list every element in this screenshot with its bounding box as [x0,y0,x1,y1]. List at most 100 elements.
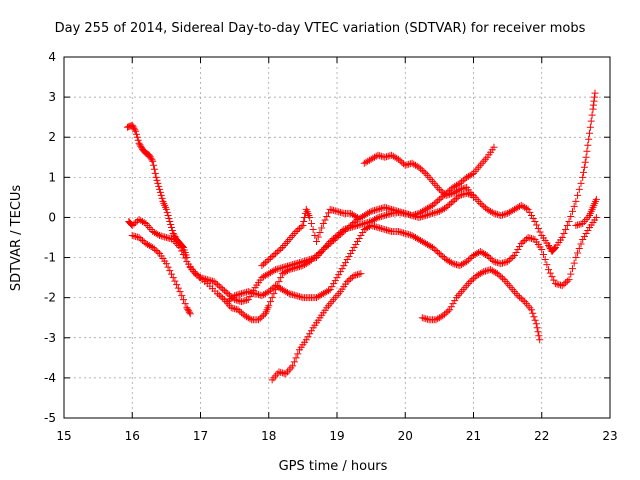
data-point [272,266,280,274]
data-point [382,211,390,219]
data-point [253,290,261,298]
data-point [319,246,327,254]
data-point [432,208,440,216]
data-point [528,211,536,219]
data-point [181,254,189,262]
data-point [553,280,561,288]
data-point [376,152,384,160]
data-point [162,205,170,213]
data-point [449,260,457,268]
data-point [398,208,406,216]
y-axis-label: SDTVAR / TECUs [9,185,24,292]
data-point [347,275,355,283]
data-point [256,314,264,322]
data-point [270,283,278,291]
data-point [574,249,582,257]
data-point [423,211,431,219]
data-point [272,250,280,258]
data-point [382,226,390,234]
data-point [270,267,278,275]
data-point [275,247,283,255]
data-point [302,336,310,344]
data-point [403,161,411,169]
data-point [567,270,575,278]
data-point [292,354,300,362]
data-point [162,234,170,241]
data-point [318,224,326,232]
data-point [580,232,588,240]
data-point [236,307,244,315]
data-point [590,93,598,101]
data-point [350,218,358,226]
data-point [541,256,549,264]
data-point [591,89,599,97]
data-point [446,306,454,314]
data-point [429,244,437,252]
data-point [528,235,536,243]
data-point [444,307,452,315]
data-point [355,270,363,278]
data-point [470,275,477,283]
data-point [292,227,300,235]
data-point [530,313,538,321]
data-point [365,208,373,216]
data-point [297,223,305,231]
data-point [147,154,155,162]
data-point [273,248,281,256]
data-point [575,220,583,228]
y-tick-label: 2 [48,130,56,144]
data-point [244,296,252,304]
y-axis-ticks: 4 3 2 1 0 -1 -2 -3 -4 -5 [44,50,610,425]
data-point [353,213,361,221]
data-point [560,229,568,237]
data-point [333,274,341,282]
data-point [330,237,338,245]
data-point [497,273,505,281]
data-point [266,254,274,262]
data-point [289,362,297,370]
data-point [353,238,361,246]
data-point [285,290,293,298]
data-point [265,288,273,296]
data-point [379,225,387,233]
data-point [217,293,225,301]
data-point [493,270,501,278]
data-point [497,211,505,219]
data-point [570,259,578,267]
data-point [258,313,266,321]
data-point [355,235,363,243]
data-point [447,303,455,311]
series-track-9 [418,266,544,344]
data-point [171,277,179,285]
data-point [447,190,455,198]
data-point [439,312,447,320]
data-point [528,306,536,314]
data-point [347,250,355,258]
data-point [406,231,414,239]
data-point [485,253,493,261]
data-point [437,187,445,195]
data-point [333,234,341,241]
data-point [557,281,565,289]
data-point [248,289,256,297]
data-point [324,241,332,249]
data-point [176,288,184,296]
data-point [522,204,530,212]
x-axis-ticks: 15 16 17 18 19 20 21 22 23 [56,57,618,443]
data-point [466,278,474,286]
data-point [331,207,339,215]
data-point [166,267,174,275]
data-point [314,250,322,258]
data-point [232,291,240,299]
data-point [178,292,186,300]
data-point [342,226,350,234]
data-point [526,234,534,242]
data-point [331,277,339,285]
data-point [277,264,285,272]
data-point [150,161,158,169]
data-point [132,127,140,135]
data-point [577,179,585,187]
data-point [309,225,317,233]
data-point [224,298,232,306]
data-point [586,123,594,131]
